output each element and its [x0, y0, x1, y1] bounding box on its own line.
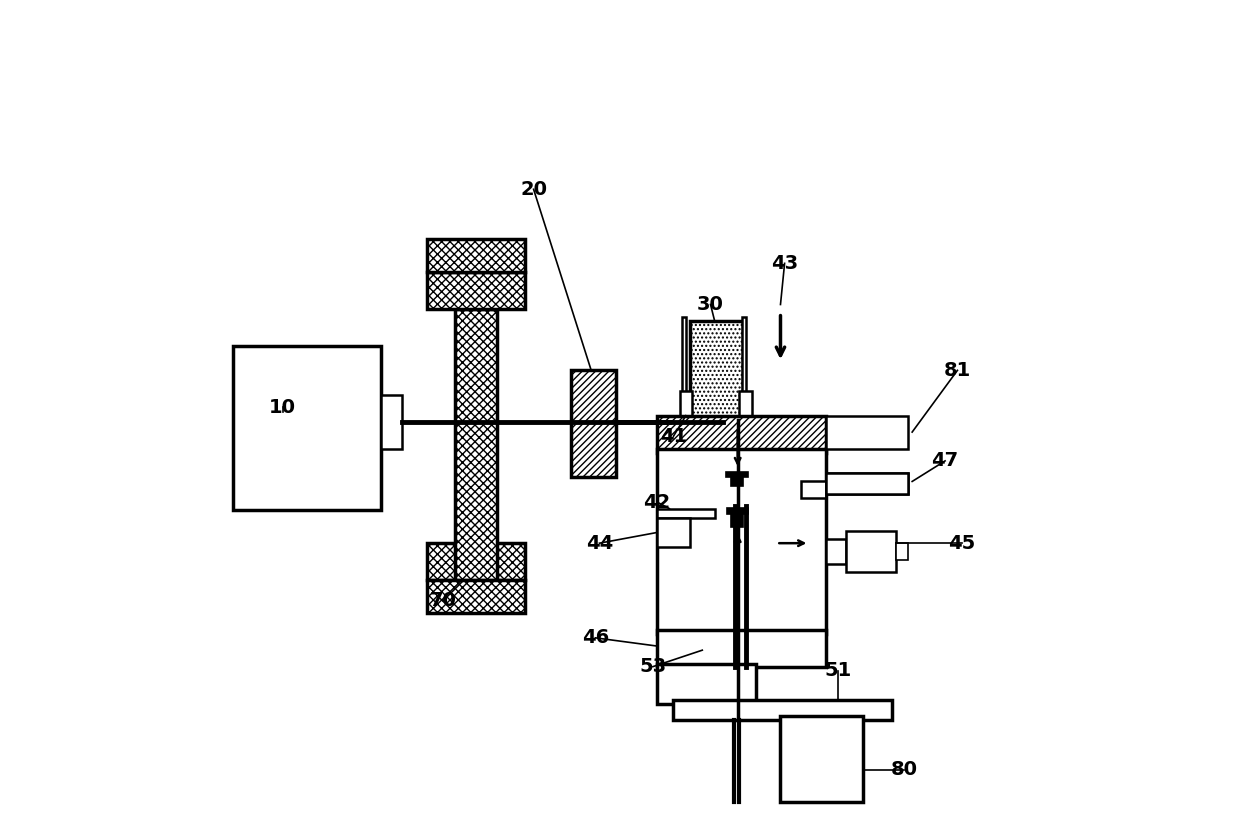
Bar: [826, 416, 908, 449]
Bar: [657, 449, 826, 634]
Text: 41: 41: [660, 426, 687, 446]
Text: 51: 51: [825, 661, 852, 681]
Text: 43: 43: [771, 253, 799, 273]
Bar: [657, 630, 826, 667]
Bar: [826, 473, 908, 494]
Bar: [732, 476, 744, 486]
Bar: [427, 543, 526, 580]
Bar: [657, 509, 714, 518]
Text: 30: 30: [697, 295, 724, 314]
Text: 44: 44: [585, 533, 613, 553]
Text: 20: 20: [520, 179, 547, 199]
Bar: [801, 481, 826, 498]
Bar: [895, 543, 908, 560]
Text: 81: 81: [944, 360, 971, 380]
Bar: [657, 518, 689, 547]
Bar: [727, 508, 748, 514]
Bar: [682, 317, 686, 506]
Bar: [826, 539, 847, 564]
Bar: [680, 391, 692, 449]
Text: 10: 10: [269, 398, 296, 417]
Bar: [427, 272, 526, 309]
Bar: [673, 700, 892, 720]
Text: 53: 53: [640, 657, 666, 677]
Bar: [742, 317, 746, 506]
Text: 70: 70: [429, 591, 456, 611]
Bar: [689, 321, 744, 502]
Bar: [455, 309, 496, 580]
Text: 45: 45: [947, 533, 975, 553]
Text: 42: 42: [644, 492, 671, 512]
Bar: [727, 472, 749, 477]
Text: 47: 47: [931, 451, 959, 471]
Bar: [780, 716, 863, 802]
Bar: [427, 580, 526, 613]
Bar: [382, 395, 402, 449]
Bar: [847, 531, 895, 572]
Polygon shape: [826, 473, 908, 494]
Bar: [732, 510, 744, 527]
Bar: [657, 664, 756, 704]
Bar: [570, 370, 616, 477]
Bar: [739, 391, 751, 449]
Text: 46: 46: [582, 628, 609, 648]
Bar: [657, 416, 826, 453]
Bar: [233, 346, 382, 510]
Bar: [427, 239, 526, 272]
Text: 80: 80: [890, 760, 918, 779]
